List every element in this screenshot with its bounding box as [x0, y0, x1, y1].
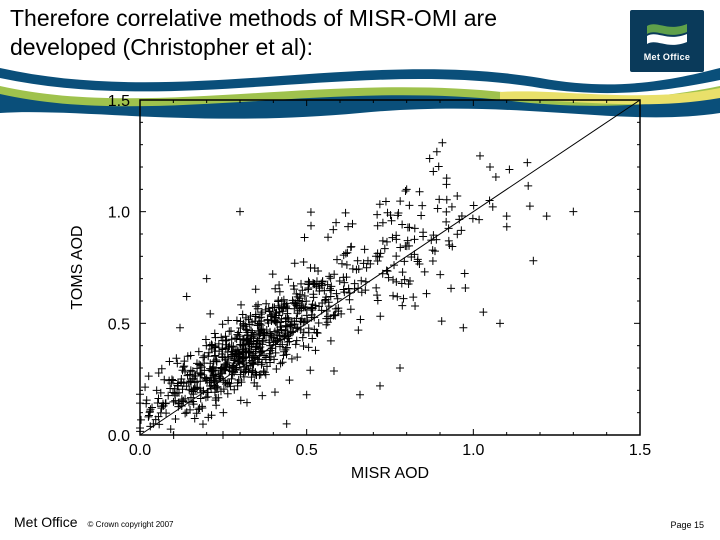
- svg-text:1.5: 1.5: [108, 93, 130, 110]
- scatter-chart: 0.0 0.5 1.0 1.5 0.0 0.5 1.0 1.5 MISR AOD TOMS AOD: [60, 90, 660, 490]
- svg-text:MISR AOD: MISR AOD: [351, 465, 429, 482]
- svg-text:0.5: 0.5: [108, 316, 130, 333]
- footer-page: Page 15: [670, 520, 704, 530]
- svg-text:0.0: 0.0: [129, 442, 151, 459]
- logo-text: Met Office: [644, 52, 691, 62]
- svg-text:0.5: 0.5: [296, 442, 318, 459]
- slide: Therefore correlative methods of MISR-OM…: [0, 0, 720, 540]
- footer-org: Met Office: [14, 514, 78, 530]
- footer-left: Met Office © Crown copyright 2007: [14, 514, 173, 530]
- slide-title: Therefore correlative methods of MISR-OM…: [10, 4, 497, 62]
- svg-text:0.0: 0.0: [108, 428, 130, 445]
- slide-title-line1: Therefore correlative methods of MISR-OM…: [10, 5, 497, 60]
- svg-text:1.5: 1.5: [629, 442, 651, 459]
- svg-text:1.0: 1.0: [108, 205, 130, 222]
- svg-text:1.0: 1.0: [462, 442, 484, 459]
- svg-text:TOMS AOD: TOMS AOD: [69, 225, 86, 309]
- met-office-logo: Met Office: [630, 10, 704, 72]
- footer-copyright: © Crown copyright 2007: [88, 520, 174, 529]
- wave-icon: [645, 20, 689, 50]
